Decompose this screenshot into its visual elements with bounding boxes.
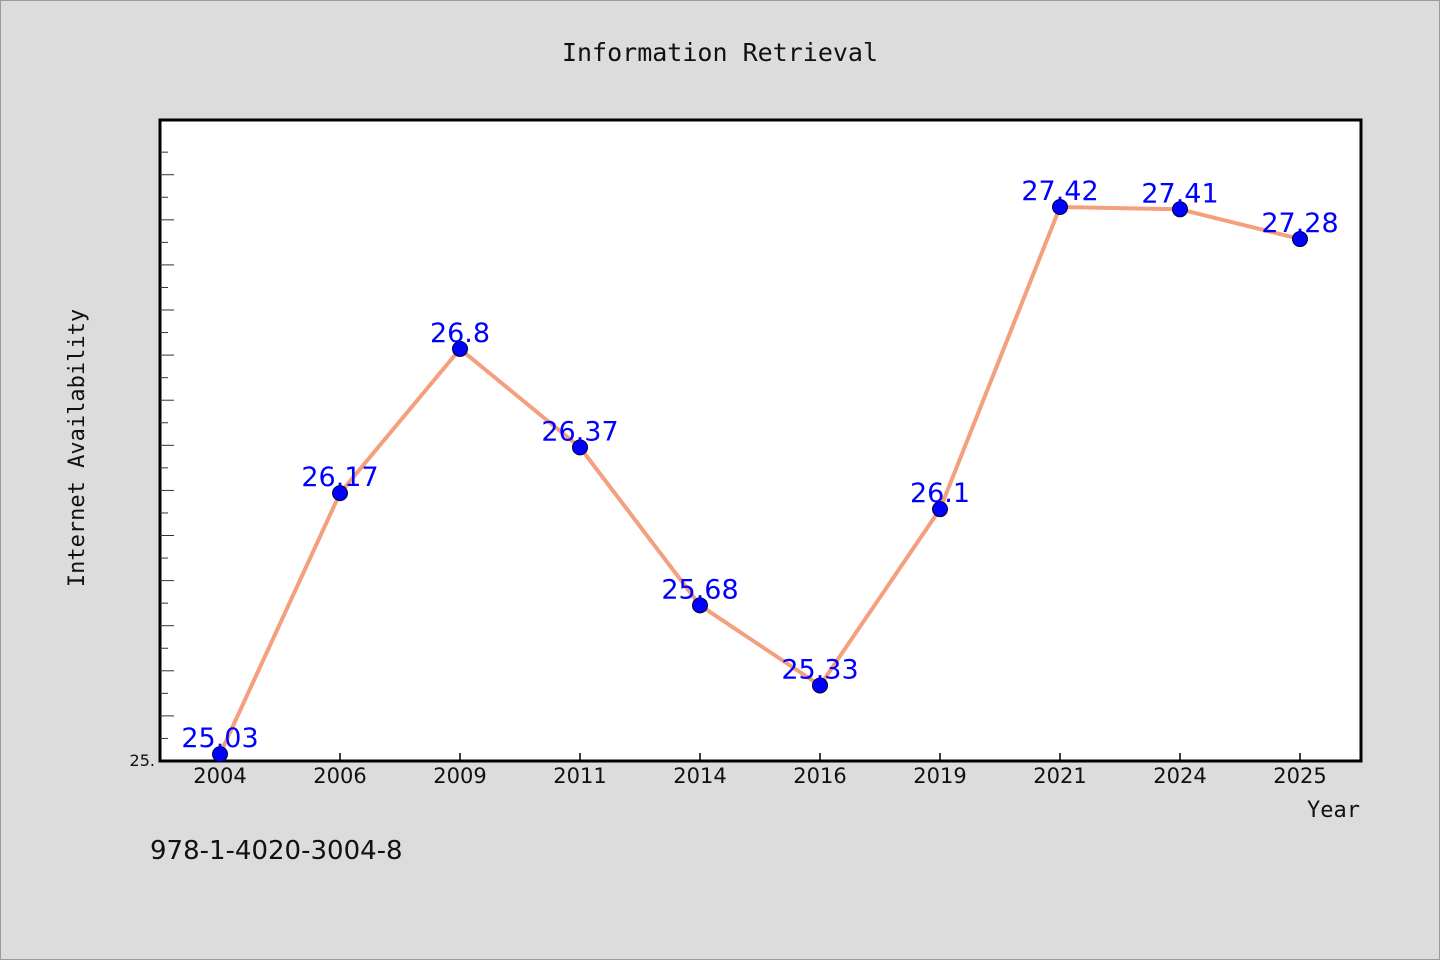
y-axis-label: Internet Availability — [65, 309, 90, 587]
data-labels: 25.03 26.17 26.8 26.37 25.68 25.33 26.1 27.42 27… — [181, 176, 1338, 754]
data-point — [572, 439, 588, 456]
x-tick-label: 2021 — [1033, 764, 1086, 788]
data-point — [932, 501, 948, 518]
data-point — [452, 340, 468, 357]
x-tick-label: 2014 — [673, 764, 726, 788]
data-label: 26.17 — [301, 462, 378, 493]
series-line — [218, 204, 1301, 755]
data-point — [332, 485, 348, 502]
data-label: 27.28 — [1261, 208, 1338, 239]
x-axis-label: Year — [1307, 798, 1360, 823]
data-label: 25.33 — [781, 654, 858, 685]
x-axis-tick-labels: 2004 2006 2009 2011 2014 2016 2019 2021 2024 2025 — [193, 764, 1326, 788]
data-point — [1052, 198, 1068, 215]
data-point — [1172, 201, 1188, 218]
x-tick-label: 2009 — [433, 764, 486, 788]
data-label: 25.03 — [181, 723, 258, 754]
x-tick-label: 2011 — [553, 764, 606, 788]
series-markers — [212, 198, 1308, 763]
data-point — [1292, 231, 1308, 248]
isbn-code: 978-1-4020-3004-8 — [150, 836, 403, 866]
data-label: 26.37 — [541, 416, 618, 447]
data-point — [692, 597, 708, 614]
data-point — [212, 746, 228, 763]
chart-title: Information Retrieval — [562, 38, 878, 67]
x-tick-label: 2016 — [793, 764, 846, 788]
data-label: 26.1 — [910, 478, 970, 509]
data-label: 27.41 — [1141, 178, 1218, 209]
x-tick-label: 2006 — [313, 764, 366, 788]
data-label: 26.8 — [430, 318, 490, 349]
y-tick-label: 25. — [130, 751, 155, 770]
data-point — [812, 677, 828, 694]
data-label: 27.42 — [1021, 176, 1098, 207]
plot-area — [158, 118, 1363, 763]
x-tick-label: 2019 — [913, 764, 966, 788]
data-label: 25.68 — [661, 574, 738, 605]
x-tick-label: 2004 — [193, 764, 246, 788]
y-axis-ticks — [160, 151, 174, 739]
x-tick-label: 2024 — [1153, 764, 1206, 788]
x-tick-label: 2025 — [1273, 764, 1326, 788]
